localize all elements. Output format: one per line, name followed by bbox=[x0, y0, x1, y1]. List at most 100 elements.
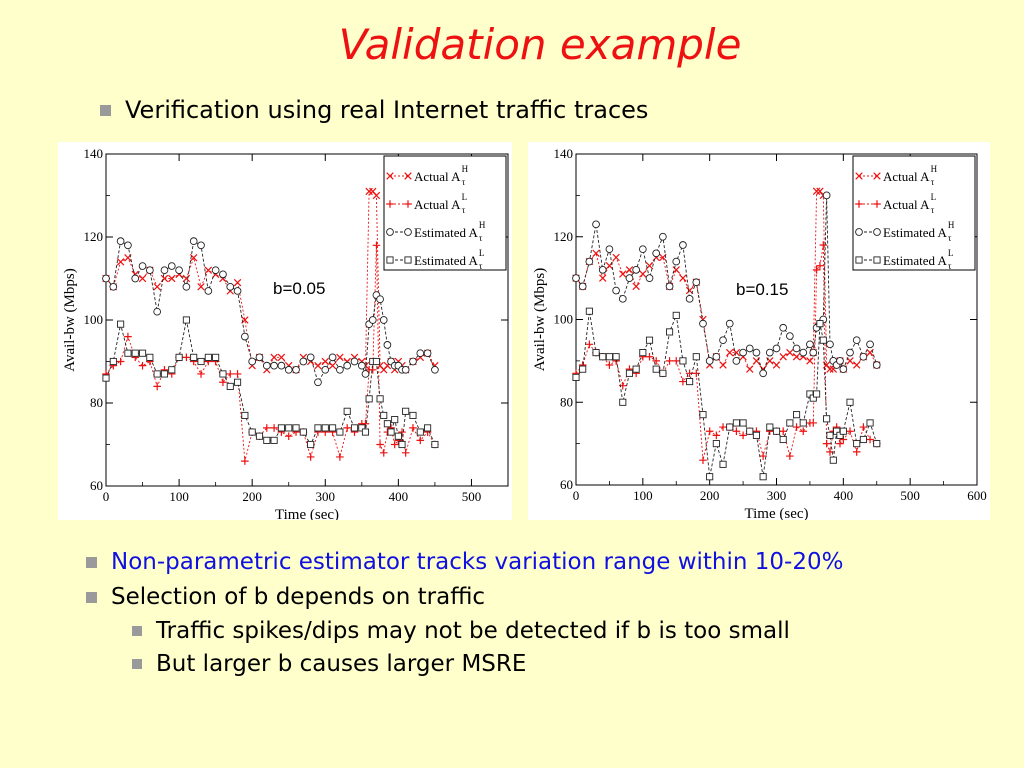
data-point bbox=[692, 369, 701, 378]
data-point bbox=[766, 423, 774, 431]
sub-bullet-msre: But larger b causes larger MSRE bbox=[132, 651, 526, 677]
data-point bbox=[692, 353, 700, 361]
data-point bbox=[816, 320, 824, 328]
data-point bbox=[109, 282, 118, 291]
legend-marker bbox=[386, 200, 394, 208]
bullet-selection-b: Selection of b depends on traffic bbox=[86, 584, 485, 610]
data-point bbox=[167, 262, 176, 270]
legend-sup: H bbox=[931, 164, 938, 174]
bullet-text: Verification using real Internet traffic… bbox=[125, 96, 649, 124]
data-point bbox=[672, 257, 681, 266]
data-point bbox=[284, 432, 293, 440]
legend-marker bbox=[386, 172, 394, 180]
data-point bbox=[153, 370, 161, 378]
data-point bbox=[809, 348, 818, 357]
data-point bbox=[739, 431, 747, 440]
data-point bbox=[812, 187, 821, 195]
data-point bbox=[679, 357, 687, 365]
data-point bbox=[409, 424, 417, 432]
data-point bbox=[168, 366, 176, 374]
data-point bbox=[793, 411, 801, 419]
data-point bbox=[233, 370, 242, 378]
data-point bbox=[685, 294, 694, 303]
y-tick-label: 60 bbox=[90, 478, 103, 493]
data-point bbox=[592, 349, 600, 357]
data-point bbox=[719, 460, 727, 468]
legend-sub: τ bbox=[931, 205, 935, 215]
data-point bbox=[336, 353, 344, 362]
data-point bbox=[321, 357, 329, 366]
data-point bbox=[306, 453, 315, 461]
data-point bbox=[725, 319, 734, 328]
data-point bbox=[692, 278, 701, 287]
data-point bbox=[732, 427, 741, 436]
data-point bbox=[819, 241, 828, 249]
data-point bbox=[779, 427, 787, 436]
data-point bbox=[836, 439, 844, 448]
data-point bbox=[376, 440, 384, 449]
data-point bbox=[336, 453, 344, 461]
data-point bbox=[806, 357, 814, 365]
slide-title: Validation example bbox=[338, 20, 742, 69]
data-point bbox=[387, 428, 395, 436]
data-point bbox=[699, 411, 707, 419]
data-point bbox=[618, 294, 627, 303]
data-point bbox=[336, 365, 344, 374]
data-point bbox=[116, 237, 125, 246]
data-point bbox=[138, 262, 147, 270]
data-point bbox=[625, 369, 634, 377]
data-point bbox=[204, 287, 213, 295]
data-point bbox=[638, 245, 647, 254]
legend-marker bbox=[386, 228, 394, 236]
legend-marker bbox=[386, 256, 394, 264]
data-point bbox=[153, 382, 161, 391]
legend-marker bbox=[873, 172, 881, 180]
data-point bbox=[153, 283, 161, 291]
data-point bbox=[705, 427, 714, 436]
legend-marker bbox=[873, 200, 881, 208]
data-point bbox=[314, 378, 322, 387]
data-point bbox=[665, 282, 674, 291]
data-point bbox=[772, 361, 781, 369]
data-point bbox=[652, 365, 660, 373]
data-point bbox=[255, 432, 264, 440]
data-point bbox=[792, 423, 801, 431]
data-point bbox=[652, 357, 660, 365]
y-tick-label: 120 bbox=[84, 229, 104, 244]
bullet-text: Selection of b depends on traffic bbox=[111, 584, 486, 610]
data-point bbox=[873, 440, 881, 448]
bullet-square-icon bbox=[100, 104, 111, 116]
data-point bbox=[639, 349, 647, 357]
data-point bbox=[812, 266, 821, 274]
data-point bbox=[739, 419, 747, 427]
data-point bbox=[424, 424, 432, 432]
data-point bbox=[160, 370, 169, 378]
data-point bbox=[725, 348, 734, 357]
data-point bbox=[686, 378, 694, 386]
x-axis-label: Time (sec) bbox=[275, 507, 339, 520]
data-point bbox=[372, 357, 380, 366]
data-point bbox=[292, 424, 300, 432]
data-point bbox=[431, 365, 439, 374]
data-point bbox=[102, 374, 110, 382]
data-point bbox=[625, 266, 634, 274]
bullet-text: Non-parametric estimator tracks variatio… bbox=[111, 549, 844, 575]
data-point bbox=[866, 419, 874, 427]
x-tick-label: 600 bbox=[967, 488, 987, 503]
legend-sub: τ bbox=[931, 177, 935, 187]
data-point bbox=[431, 440, 439, 449]
data-point bbox=[368, 366, 377, 374]
chart-svg: 0 100 200 300 400 500 600 60 80 100 120 140 Time (se… bbox=[532, 146, 987, 522]
data-point bbox=[416, 428, 424, 436]
legend-sup: L bbox=[948, 248, 954, 258]
data-point bbox=[307, 440, 315, 449]
data-point bbox=[612, 353, 620, 361]
data-point bbox=[314, 361, 322, 370]
data-point bbox=[197, 241, 205, 250]
data-point bbox=[168, 274, 176, 283]
data-point bbox=[328, 361, 337, 370]
data-point bbox=[277, 353, 286, 362]
data-point bbox=[197, 283, 205, 291]
data-point bbox=[423, 349, 432, 358]
data-point bbox=[839, 427, 847, 435]
